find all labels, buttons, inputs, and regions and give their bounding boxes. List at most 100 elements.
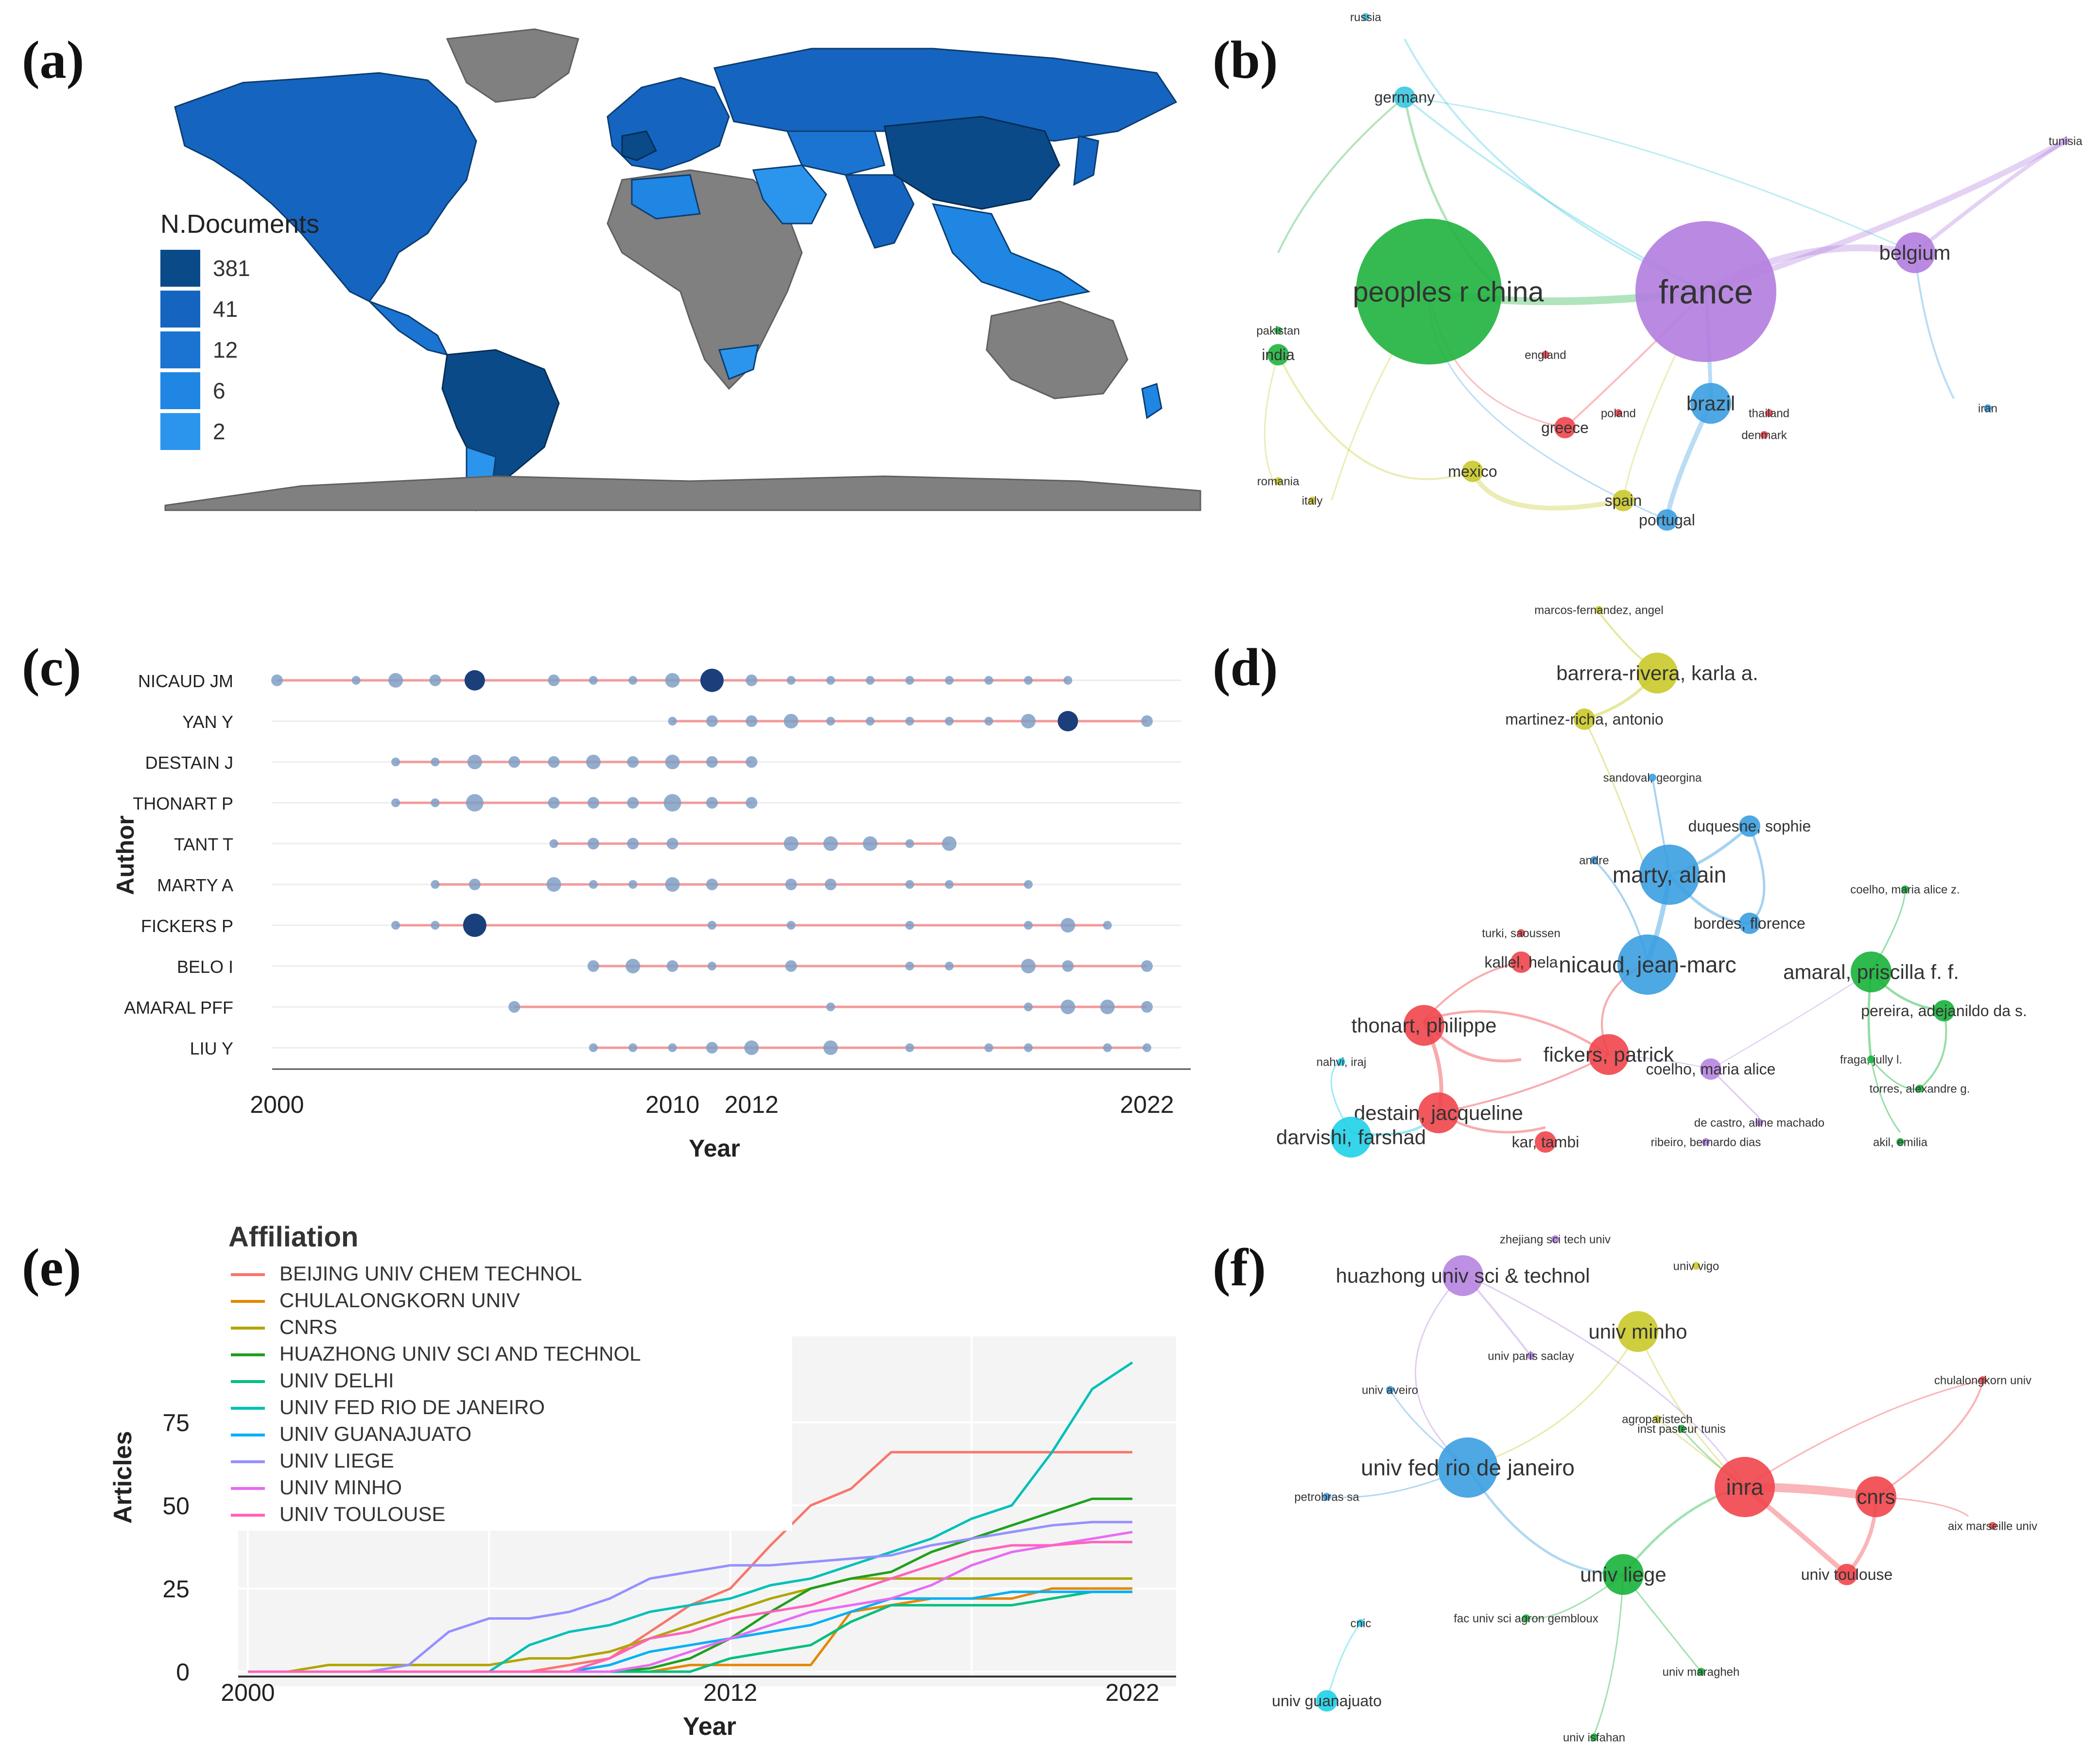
network-node: [1613, 490, 1634, 511]
network-node: [1653, 1415, 1661, 1423]
map-legend-item: 41: [160, 289, 364, 329]
publication-point: [1141, 1001, 1153, 1013]
legend-title: Affiliation: [228, 1221, 358, 1253]
network-node-label: belgium: [1879, 242, 1950, 264]
publication-point: [826, 1003, 835, 1011]
publication-point: [586, 755, 601, 769]
publication-point: [391, 758, 400, 766]
map-legend-title: N.Documents: [160, 209, 320, 239]
network-node-label: portugal: [1639, 511, 1695, 529]
publication-point: [785, 960, 797, 972]
publication-point: [823, 836, 838, 851]
network-node: [1700, 1058, 1721, 1080]
publication-point: [825, 879, 837, 890]
publication-point: [391, 921, 400, 930]
publication-point: [548, 675, 560, 686]
network-node-label: univ aveiro: [1362, 1384, 1418, 1397]
network-node: [1979, 1376, 1987, 1384]
publication-point: [1103, 921, 1112, 930]
publication-point: [665, 755, 680, 769]
publication-point: [785, 879, 797, 890]
network-node-label: cnic: [1351, 1617, 1371, 1630]
publication-point: [587, 960, 599, 972]
network-node-label: bordes, florence: [1694, 915, 1805, 932]
country-north-america: [174, 72, 477, 302]
map-legend-item: 6: [160, 370, 364, 411]
network-node-label: tunisia: [2048, 135, 2083, 148]
network-node: [1535, 1131, 1556, 1153]
country-central-asia: [786, 130, 885, 176]
network-node: [1554, 417, 1576, 438]
publication-point: [628, 880, 638, 889]
publication-point: [1103, 1043, 1112, 1052]
network-node-label: russia: [1350, 11, 1382, 24]
legend-label: CNRS: [279, 1315, 337, 1338]
network-node-label: kar, tambi: [1512, 1133, 1579, 1151]
author-label: DESTAIN J: [145, 753, 233, 773]
network-node-label: cnrs: [1857, 1486, 1895, 1508]
map-legend-swatch: [160, 413, 200, 450]
network-node-label: amaral, priscilla f. f.: [1783, 961, 1959, 984]
country-australia: [986, 300, 1128, 399]
network-node-label: univ vigo: [1673, 1260, 1719, 1273]
network-node: [1635, 221, 1776, 362]
legend-background: [219, 1210, 792, 1531]
publication-point: [708, 921, 716, 930]
publication-point: [706, 1042, 718, 1054]
network-node: [1588, 1034, 1629, 1075]
network-node: [1901, 885, 1909, 893]
network-node-label: england: [1525, 348, 1566, 362]
publication-point: [942, 836, 957, 851]
publication-point: [866, 676, 875, 685]
map-legend-label: 12: [213, 337, 238, 363]
network-node: [1765, 409, 1773, 417]
network-node: [1614, 409, 1622, 417]
publication-point: [945, 676, 954, 685]
series-line: [248, 1521, 1132, 1673]
network-node-label: barrera-rivera, karla a.: [1556, 662, 1758, 685]
x-tick-label: 2000: [250, 1091, 304, 1118]
network-node: [1438, 1437, 1498, 1498]
network-node-label: marcos-fernandez, angel: [1534, 604, 1663, 617]
author-label: BELO I: [177, 957, 233, 977]
publication-point: [431, 921, 440, 930]
network-node-label: aix marseille univ: [1948, 1520, 2037, 1533]
publication-point: [1141, 715, 1153, 727]
publication-point: [905, 676, 914, 685]
publication-point: [984, 717, 993, 726]
x-axis-label: Year: [689, 1135, 740, 1162]
network-node: [1323, 1493, 1331, 1501]
publication-point: [625, 959, 641, 973]
legend-label: UNIV TOULOUSE: [279, 1503, 446, 1525]
publication-point: [668, 717, 677, 726]
map-legend-label: 6: [213, 378, 226, 403]
network-node: [1755, 1119, 1763, 1126]
network-node: [1316, 1690, 1337, 1712]
y-axis-label: Author: [112, 815, 139, 895]
publication-point: [587, 838, 599, 849]
network-node: [1337, 1058, 1345, 1066]
network-node: [1867, 1055, 1875, 1063]
author-label: TANT T: [174, 834, 233, 854]
publication-point: [905, 921, 914, 930]
publication-point: [665, 673, 680, 688]
publication-point: [1141, 960, 1153, 972]
publication-point: [627, 838, 639, 849]
publication-point: [700, 669, 724, 692]
network-node: [1617, 1311, 1658, 1352]
network-node-label: nicaud, jean-marc: [1559, 952, 1736, 977]
publication-point: [746, 715, 758, 727]
network-node: [1595, 606, 1603, 614]
network-node-label: univ guanajuato: [1272, 1692, 1382, 1710]
network-node-label: iran: [1978, 402, 1997, 415]
author-label: AMARAL PFF: [124, 998, 233, 1018]
network-node: [1274, 327, 1282, 334]
publication-point: [905, 880, 914, 889]
panel-label-a: (a): [22, 30, 85, 89]
publication-point: [826, 676, 835, 685]
country-japan: [1073, 135, 1099, 186]
publication-point: [783, 836, 798, 851]
network-node: [1851, 951, 1892, 992]
network-node: [1639, 845, 1700, 905]
network-node: [1678, 1425, 1685, 1433]
